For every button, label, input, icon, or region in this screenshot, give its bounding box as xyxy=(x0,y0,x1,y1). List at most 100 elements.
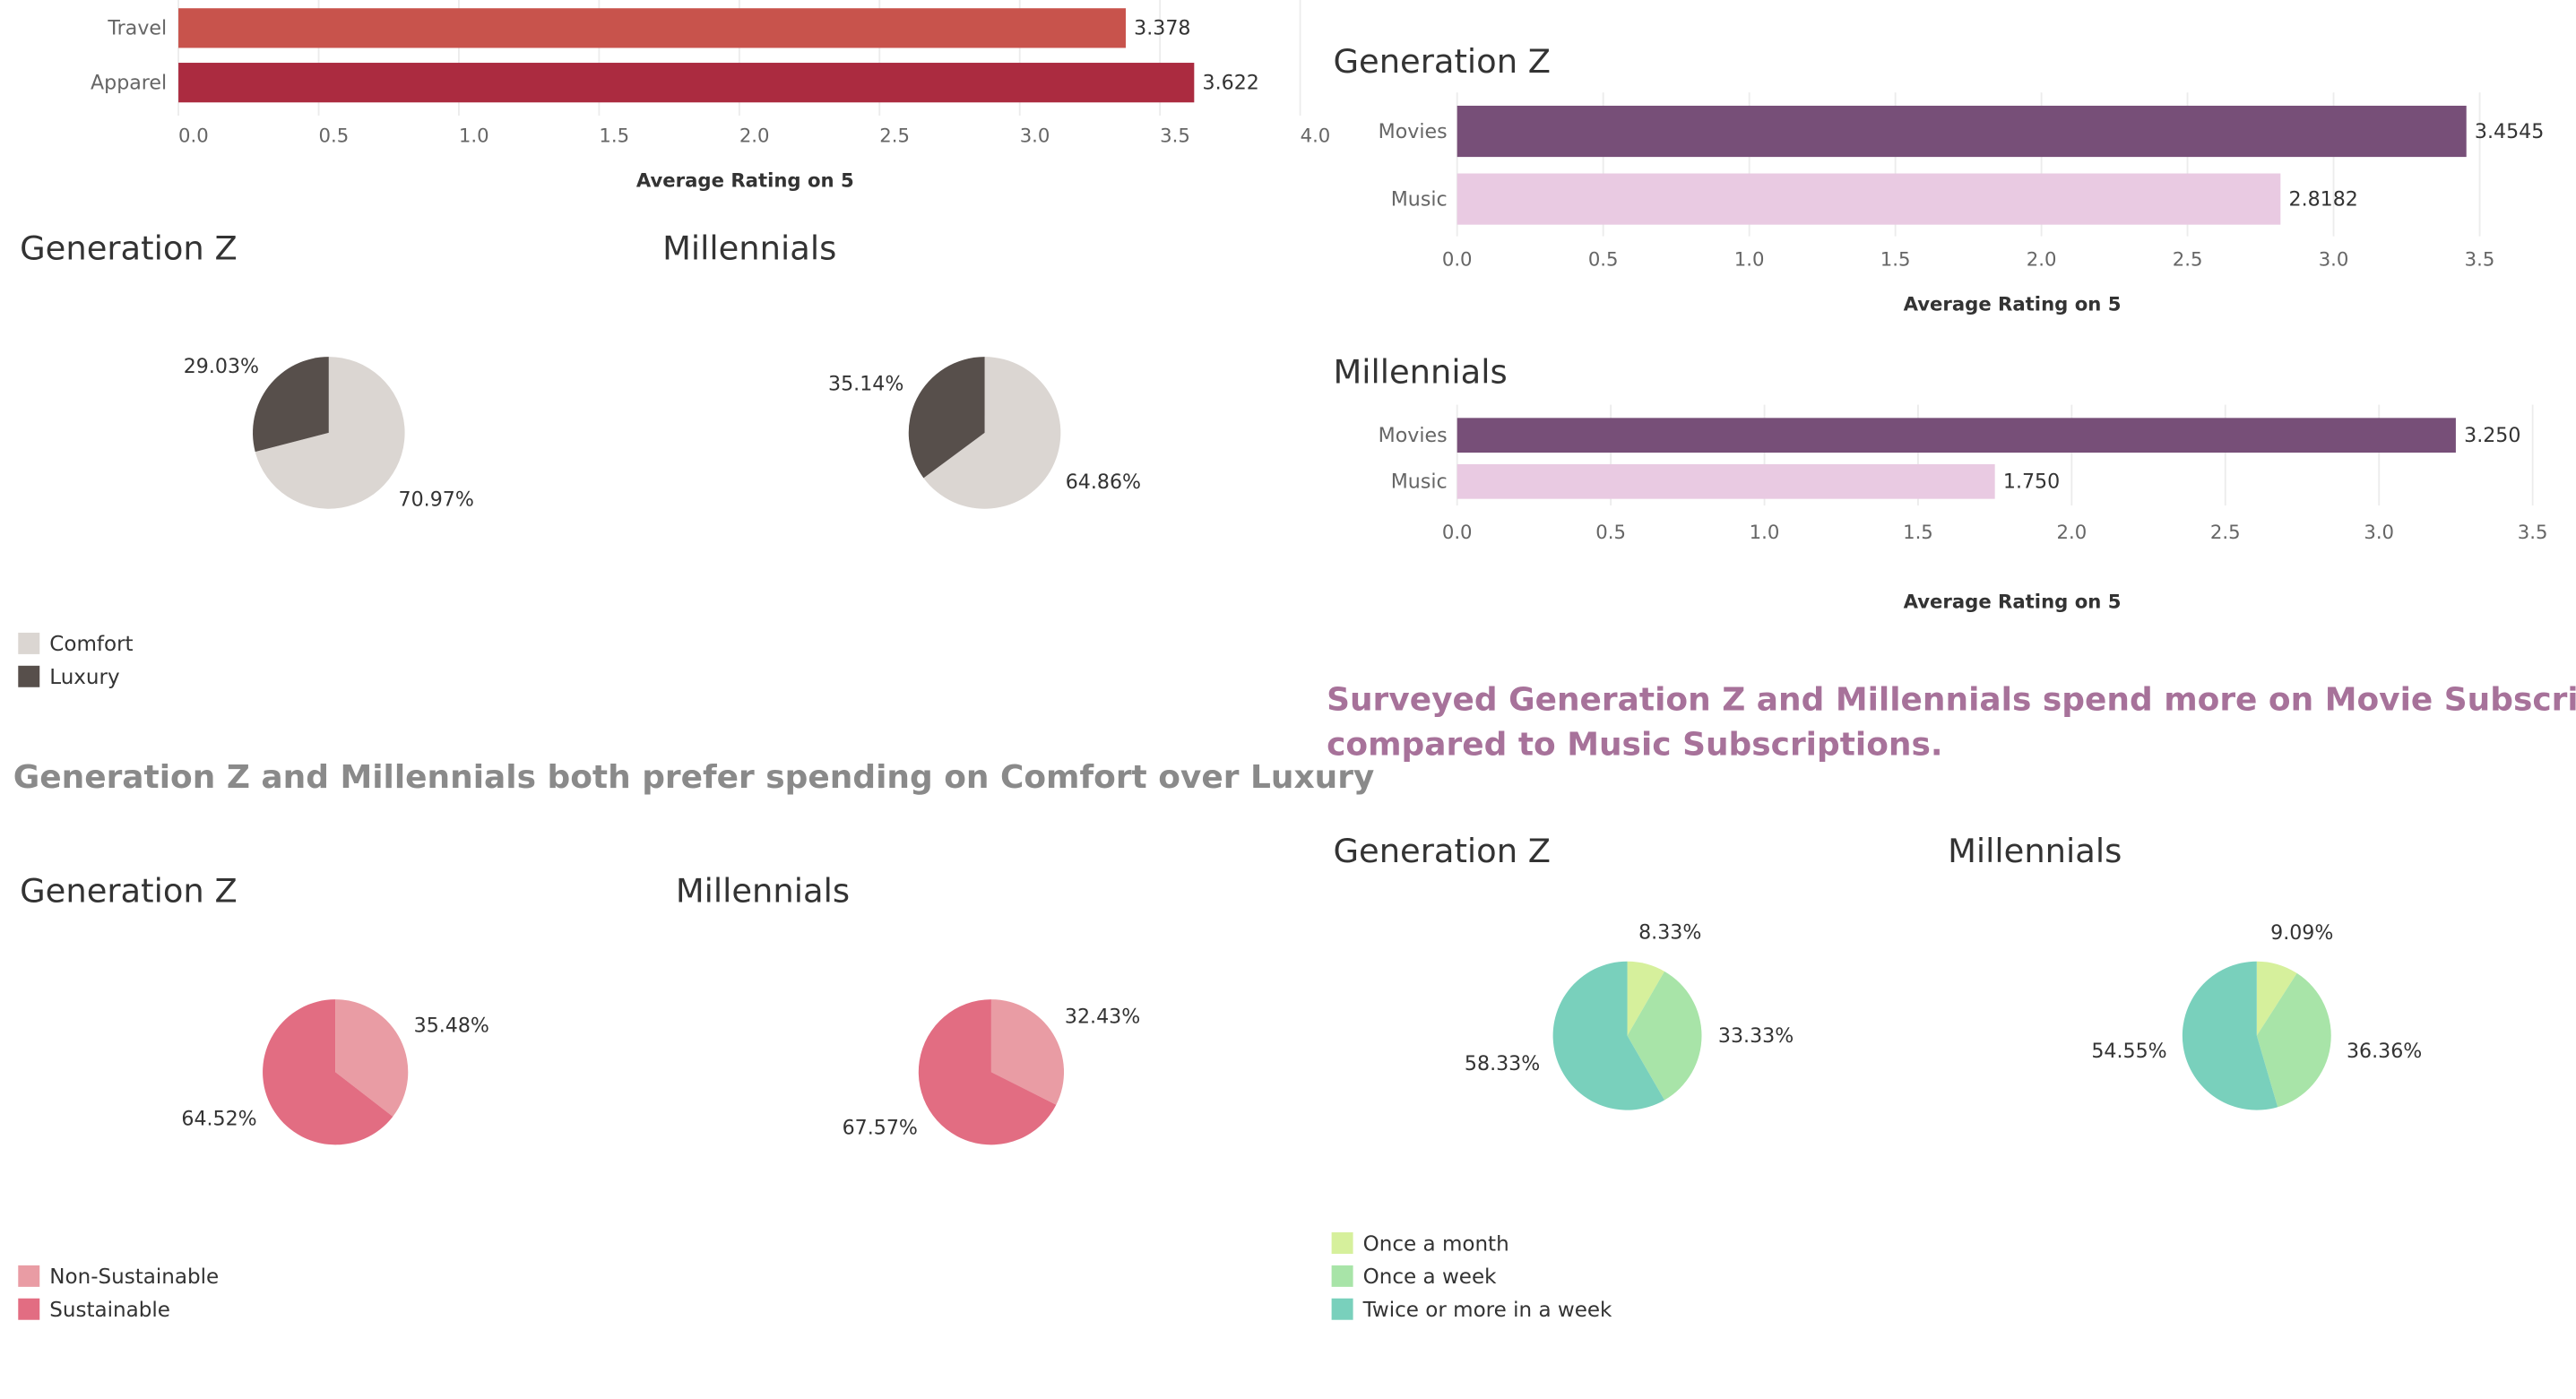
subs-genz-category-movies: Movies xyxy=(1379,120,1448,143)
freq-legend: Once a month Once a week Twice or more in … xyxy=(1331,1232,1612,1322)
freq-genz-slice-twice-or-more-in-a-week xyxy=(1552,961,1665,1110)
freq-mill-label-once-a-month: 9.09% xyxy=(2270,921,2333,945)
shopping-bar-travel xyxy=(178,8,1126,48)
comfort-legend-swatch-comfort xyxy=(18,632,40,654)
freq-genz-label-twice-or-more-in-a-week: 58.33% xyxy=(1465,1052,1540,1075)
sustain-mill-slice-sustainable xyxy=(918,999,1057,1145)
sustain-genz-slice-non-sustainable xyxy=(335,999,409,1117)
sustain-legend-swatch-sustainable xyxy=(18,1298,40,1320)
sustain-legend-swatch-non-sustainable xyxy=(18,1265,40,1287)
subs-genz-tick-label: 2.0 xyxy=(2027,248,2057,271)
freq-genz-label-once-a-week: 33.33% xyxy=(1718,1024,1794,1048)
subs-genz-tick-label: 3.0 xyxy=(2319,248,2349,271)
subs-mill-tick-label: 2.0 xyxy=(2057,521,2088,543)
sustain-mill-chart: Millennials 32.43% 67.57% xyxy=(676,871,1140,1145)
shopping-xlabel: Average Rating on 5 xyxy=(636,168,854,191)
subs-mill-tick-label: 1.5 xyxy=(1903,521,1933,543)
shopping-tick-label: 0.0 xyxy=(178,125,209,147)
subs-genz-tick-label: 0.0 xyxy=(1442,248,1473,271)
subs-mill-bar-music xyxy=(1457,463,1995,499)
comfort-mill-chart: Millennials 64.86% 35.14% xyxy=(662,229,1141,509)
freq-mill-label-twice-or-more-in-a-week: 54.55% xyxy=(2091,1040,2166,1063)
comfort-genz-label-comfort: 70.97% xyxy=(399,488,474,512)
shopping-category-travel: Travel xyxy=(107,17,167,40)
charts-layer: 0.0 0.5 1.0 1.5 2.0 2.5 3.0 3.5 4.0 Travel 3.378 Ap… xyxy=(20,0,2547,1145)
comfort-mill-title: Millennials xyxy=(662,229,836,267)
sustain-mill-slice-non-sustainable xyxy=(990,999,1065,1105)
subs-genz-tick-label: 3.5 xyxy=(2465,248,2495,271)
subs-genz-category-music: Music xyxy=(1391,187,1448,211)
comfort-legend: Comfort Luxury xyxy=(18,632,134,689)
shopping-tick-label: 3.0 xyxy=(1020,125,1050,147)
freq-genz-label-once-a-month: 8.33% xyxy=(1638,920,1701,944)
shopping-value-apparel: 3.622 xyxy=(1203,72,1259,95)
shopping-tick-label: 2.0 xyxy=(739,125,770,147)
freq-legend-label-once-a-month: Once a month xyxy=(1363,1232,1509,1256)
subs-mill-xlabel: Average Rating on 5 xyxy=(1904,590,2122,612)
legends-layer: Comfort Luxury Non-Sustainable Sustainable O… xyxy=(18,632,1612,1322)
subs-genz-title: Generation Z xyxy=(1333,42,1551,81)
sustain-mill-label-non-sustainable: 32.43% xyxy=(1065,1006,1140,1029)
shopping-tick-label: 4.0 xyxy=(1301,125,1331,147)
subscriptions-caption-line-2: compared to Music Subscriptions. xyxy=(1327,726,1942,763)
shopping-value-travel: 3.378 xyxy=(1134,17,1190,40)
comfort-mill-label-comfort: 64.86% xyxy=(1066,471,1141,494)
sustain-genz-chart: Generation Z 35.48% 64.52% xyxy=(20,871,489,1145)
freq-mill-slice-once-a-month xyxy=(2256,961,2297,1036)
sustain-genz-slice-sustainable xyxy=(263,999,393,1145)
subs-genz-value-music: 2.8182 xyxy=(2289,187,2358,211)
sustain-mill-title: Millennials xyxy=(676,871,850,910)
freq-mill-title: Millennials xyxy=(1948,832,2122,870)
shopping-tick-label: 1.0 xyxy=(459,125,489,147)
shopping-category-apparel: Apparel xyxy=(91,72,167,95)
comfort-legend-swatch-luxury xyxy=(18,665,40,687)
subs-genz-bar-movies xyxy=(1457,105,2467,158)
subs-mill-bar-movies xyxy=(1457,418,2456,453)
shopping-tick-label: 0.5 xyxy=(319,125,350,147)
sustain-legend-label-sustainable: Sustainable xyxy=(49,1299,170,1322)
comfort-mill-slice-luxury xyxy=(908,357,985,479)
freq-legend-swatch-once-a-week xyxy=(1331,1265,1353,1287)
subs-genz-value-movies: 3.4545 xyxy=(2475,120,2544,143)
freq-genz-slice-once-a-week xyxy=(1627,971,1702,1101)
sustain-genz-label-non-sustainable: 35.48% xyxy=(414,1015,489,1038)
comfort-mill-label-luxury: 35.14% xyxy=(828,373,903,396)
comfort-legend-label-luxury: Luxury xyxy=(49,666,119,689)
subs-mill-value-movies: 3.250 xyxy=(2464,424,2520,447)
freq-legend-label-twice-or-more-in-a-week: Twice or more in a week xyxy=(1362,1299,1612,1322)
subs-mill-title: Millennials xyxy=(1333,353,1507,392)
subs-genz-tick-label: 0.5 xyxy=(1588,248,1619,271)
freq-legend-label-once-a-week: Once a week xyxy=(1363,1265,1497,1289)
subs-mill-tick-label: 0.5 xyxy=(1595,521,1626,543)
subs-genz-tick-label: 2.5 xyxy=(2173,248,2203,271)
sustain-legend: Non-Sustainable Sustainable xyxy=(18,1265,219,1322)
comfort-legend-label-comfort: Comfort xyxy=(49,633,133,656)
shopping-chart: 0.0 0.5 1.0 1.5 2.0 2.5 3.0 3.5 4.0 Travel 3.378 Ap… xyxy=(91,0,1330,191)
subscriptions-caption-line-1: Surveyed Generation Z and Millennials sp… xyxy=(1327,682,2575,719)
subs-mill-tick-label: 3.5 xyxy=(2518,521,2548,543)
freq-mill-label-once-a-week: 36.36% xyxy=(2347,1040,2422,1063)
sustain-genz-label-sustainable: 64.52% xyxy=(181,1108,256,1131)
freq-genz-slice-once-a-month xyxy=(1627,961,1665,1036)
sustain-legend-label-non-sustainable: Non-Sustainable xyxy=(49,1265,219,1289)
freq-legend-swatch-twice-or-more-in-a-week xyxy=(1331,1298,1353,1320)
subs-genz-xlabel: Average Rating on 5 xyxy=(1904,293,2122,315)
sustain-genz-title: Generation Z xyxy=(20,871,238,910)
subs-mill-tick-label: 3.0 xyxy=(2364,521,2394,543)
subs-genz-tick-label: 1.5 xyxy=(1880,248,1911,271)
shopping-tick-label: 3.5 xyxy=(1160,125,1190,147)
subs-genz-bar-music xyxy=(1457,173,2281,225)
subs-genz-chart: Generation Z 0.0 0.5 1.0 1.5 2.0 2.5 3.0 3.5 Movi… xyxy=(1333,42,2544,315)
comfort-mill-slice-comfort xyxy=(923,357,1061,509)
comfort-genz-title: Generation Z xyxy=(20,229,238,267)
sustain-mill-label-sustainable: 67.57% xyxy=(843,1116,918,1139)
subs-mill-chart: Millennials 0.0 0.5 1.0 1.5 2.0 2.5 3.0 3.5 Movie… xyxy=(1333,353,2547,613)
comfort-genz-label-luxury: 29.03% xyxy=(184,355,259,378)
subs-mill-tick-label: 0.0 xyxy=(1442,521,1473,543)
comfort-genz-slice-comfort xyxy=(255,357,405,509)
subs-mill-category-movies: Movies xyxy=(1379,424,1448,447)
freq-legend-swatch-once-a-month xyxy=(1331,1232,1353,1254)
subs-genz-tick-label: 1.0 xyxy=(1734,248,1765,271)
subs-mill-category-music: Music xyxy=(1391,471,1448,494)
